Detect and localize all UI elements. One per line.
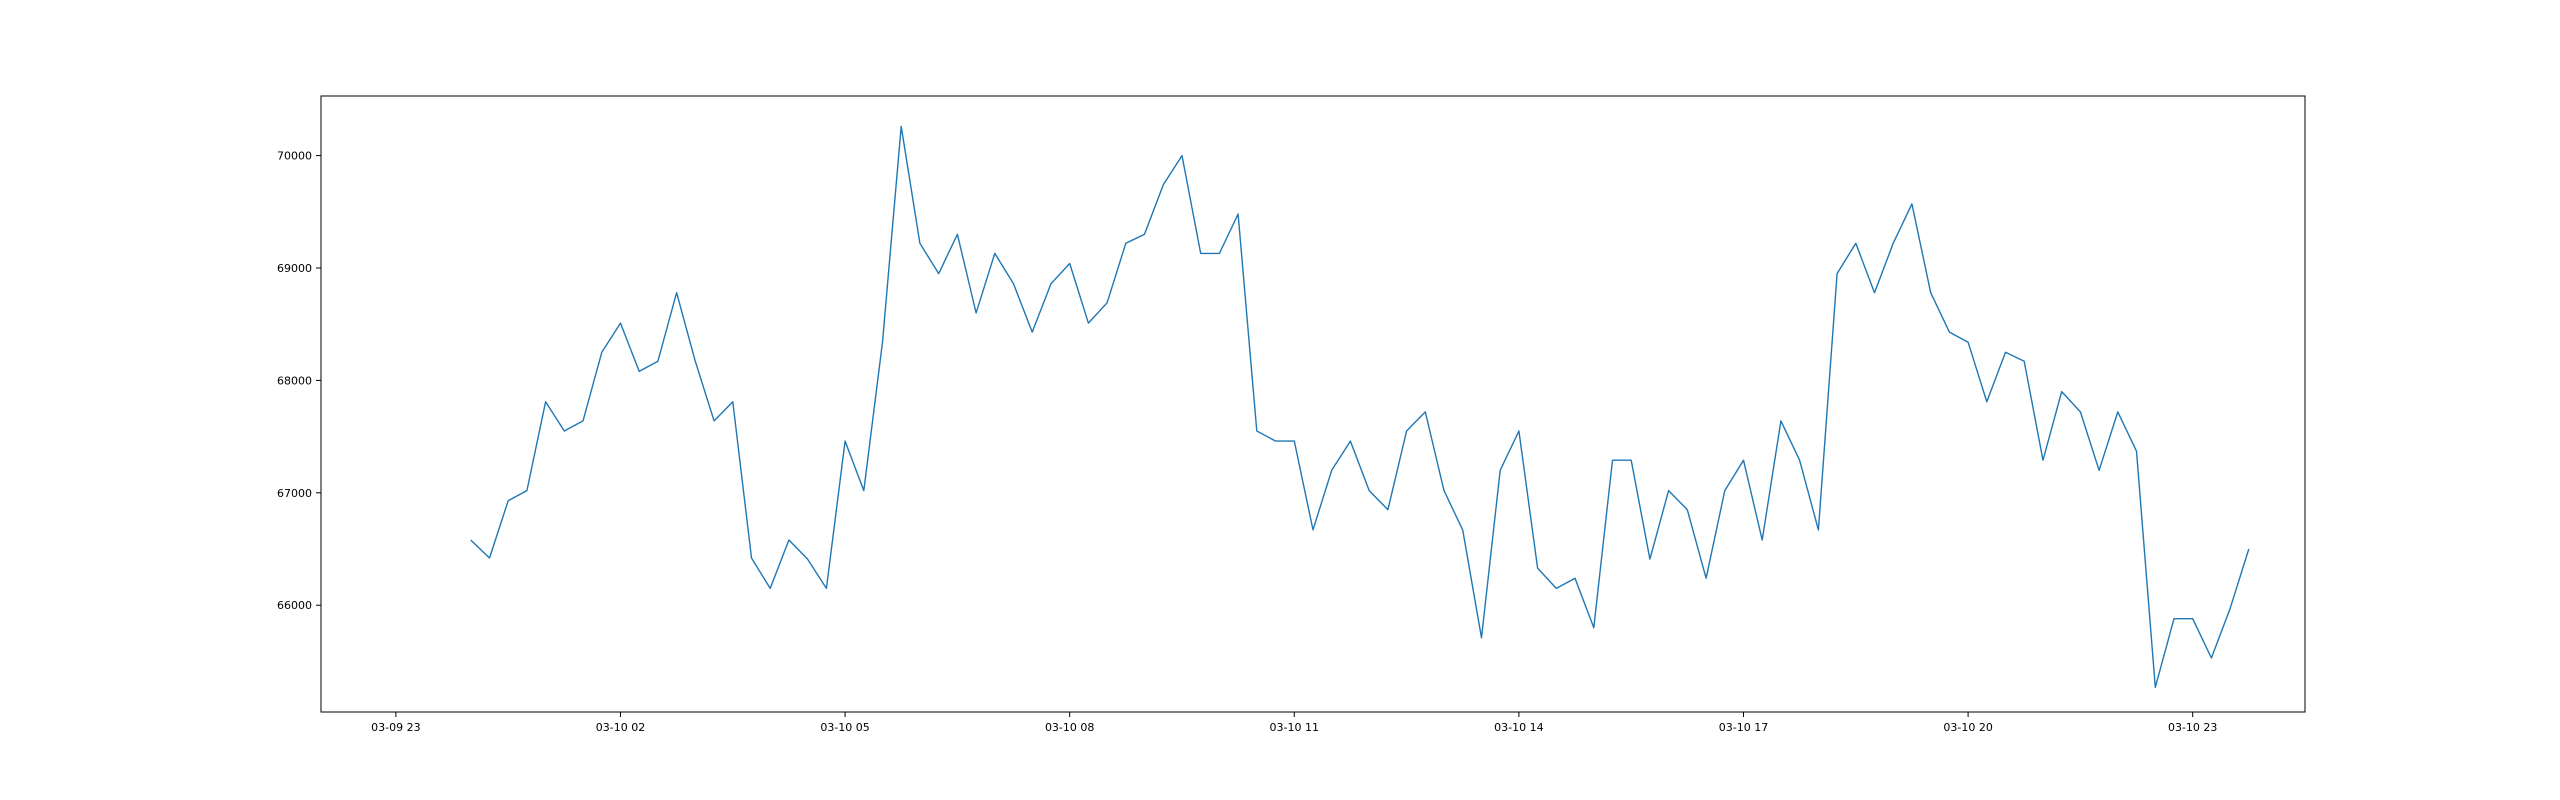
x-tick-label: 03-10 14 (1494, 721, 1543, 734)
y-tick-label: 69000 (277, 262, 312, 275)
x-tick-label: 03-10 11 (1270, 721, 1319, 734)
x-tick-label: 03-10 08 (1045, 721, 1094, 734)
x-tick-label: 03-10 23 (2168, 721, 2217, 734)
x-axis: 03-09 23 03-10 02 03-10 05 03-10 08 03-10 11… (371, 712, 2217, 734)
y-tick-label: 66000 (277, 599, 312, 612)
price-series-line (470, 125, 2250, 688)
x-tick-label: 03-10 17 (1719, 721, 1768, 734)
y-tick-label: 68000 (277, 374, 312, 387)
x-tick-label: 03-10 02 (596, 721, 645, 734)
plot-area (320, 95, 2306, 713)
y-tick-label: 70000 (277, 150, 312, 163)
x-tick-label: 03-10 05 (820, 721, 869, 734)
x-tick-label: 03-10 20 (1943, 721, 1992, 734)
x-tick-label: 03-09 23 (371, 721, 420, 734)
y-tick-label: 67000 (277, 487, 312, 500)
y-axis: 66000 67000 68000 69000 70000 (277, 150, 321, 612)
